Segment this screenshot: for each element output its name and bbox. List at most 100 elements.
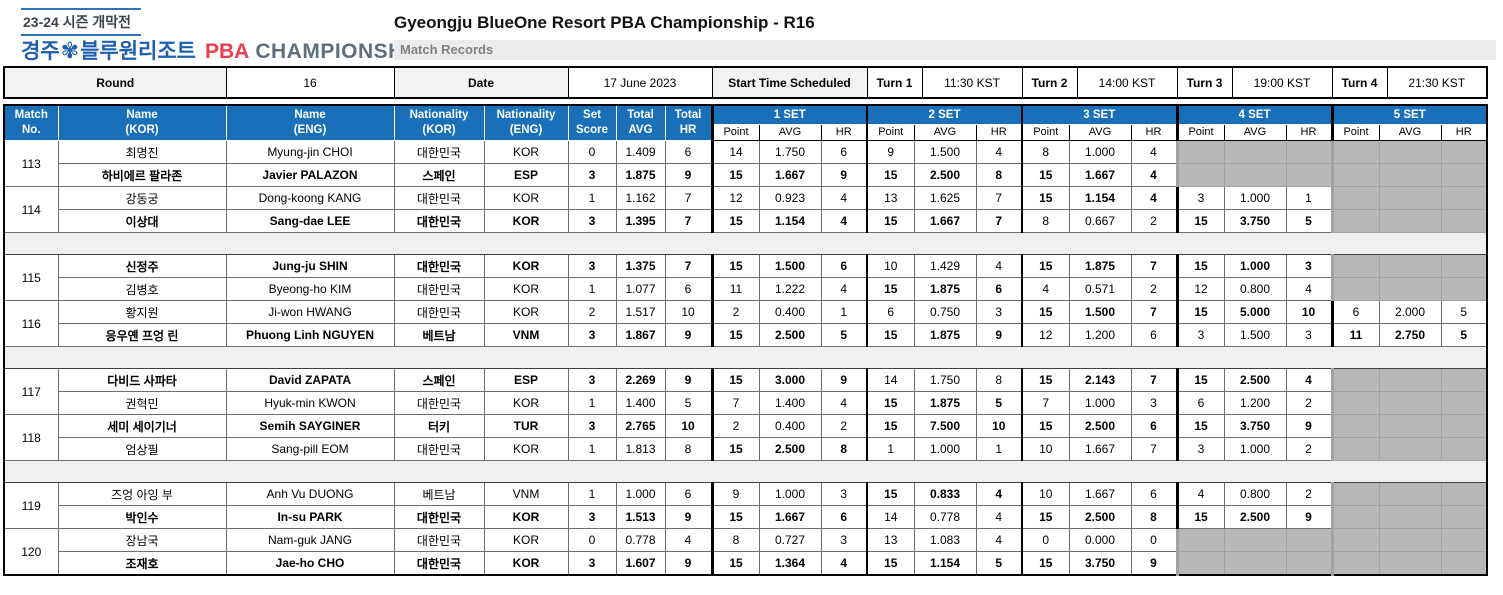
nat-kor-cell: 대한민국	[393, 391, 485, 415]
round-value-cell: 16	[225, 66, 395, 99]
match-113-player1-row: 113 최명진 Myung-jin CHOI 대한민국 KOR 0 1.409 6 14 1.75…	[3, 140, 1488, 187]
set2-point-cell: 10	[866, 254, 915, 278]
set3-avg-cell: 2.143	[1068, 368, 1132, 392]
match-no-cell: 117	[3, 368, 59, 415]
set5-avg-cell	[1378, 186, 1442, 210]
set5-avg-cell: 2.750	[1378, 323, 1442, 347]
set1-hr-cell: 4	[820, 209, 868, 233]
match-119-player1-row: 119 즈엉 아잉 부 Anh Vu DUONG 베트남 VNM 1 1.000 6 9 1.00…	[3, 482, 1488, 529]
name-eng-cell: Semih SAYGINER	[225, 414, 395, 438]
name-eng-cell: Sang-pill EOM	[225, 437, 395, 461]
set3-hr-cell: 4	[1130, 140, 1178, 164]
set2-hr-cell: 4	[975, 528, 1023, 552]
set1-hr-cell: 5	[820, 323, 868, 347]
set2-point-cell: 15	[866, 551, 915, 576]
logo-city: 경주	[21, 40, 60, 63]
set3-avg-cell: 2.500	[1068, 505, 1132, 529]
set1-point-cell: 15	[710, 368, 760, 392]
turn-1-label-cell: Turn 1	[866, 66, 923, 99]
set1-avg-cell: 1.154	[758, 209, 822, 233]
set2-hr-cell: 4	[975, 254, 1023, 278]
set5-point-cell	[1330, 254, 1380, 278]
set2-point-cell: 13	[866, 186, 915, 210]
total-avg-cell: 1.607	[615, 551, 666, 576]
set4-avg-cell: 3.750	[1223, 209, 1287, 233]
name-eng-cell: Dong-koong KANG	[225, 186, 395, 210]
nat-kor-cell: 터키	[393, 414, 485, 438]
set3-point-cell: 15	[1021, 163, 1070, 187]
subheader-set2-hr: HR	[975, 124, 1023, 141]
name-eng-cell: Phuong Linh NGUYEN	[225, 323, 395, 347]
set4-hr-cell: 1	[1285, 186, 1333, 210]
set1-avg-cell: 1.000	[758, 482, 822, 506]
set3-avg-cell: 1.875	[1068, 254, 1132, 278]
set3-hr-cell: 6	[1130, 414, 1178, 438]
set1-avg-cell: 0.727	[758, 528, 822, 552]
set2-point-cell: 15	[866, 209, 915, 233]
total-hr-cell: 9	[664, 163, 713, 187]
set5-avg-cell	[1378, 528, 1442, 552]
turn-1-time-cell: 11:30 KST	[921, 66, 1023, 99]
set1-point-cell: 15	[710, 505, 760, 529]
set5-hr-cell	[1440, 505, 1488, 529]
set1-avg-cell: 0.400	[758, 414, 822, 438]
set4-avg-cell: 2.500	[1223, 368, 1287, 392]
set1-avg-cell: 2.500	[758, 437, 822, 461]
subheader-set2-point: Point	[866, 124, 915, 141]
set1-hr-cell: 2	[820, 414, 868, 438]
col-header-set-score: Set Score	[567, 104, 617, 141]
separator-row	[3, 232, 1488, 255]
set2-avg-cell: 0.778	[913, 505, 977, 529]
col-header-nationality-eng: Nationality (ENG)	[483, 104, 569, 141]
set4-point-cell	[1175, 551, 1225, 576]
total-avg-cell: 1.875	[615, 163, 666, 187]
match-no-cell: 118	[3, 414, 59, 461]
match-114-player2-row: 이상대 Sang-dae LEE 대한민국 KOR 3 1.395 7 15 1.154 4 15 1…	[4, 209, 1488, 233]
set5-hr-cell: 5	[1440, 300, 1488, 324]
set2-avg-cell: 1.667	[913, 209, 977, 233]
col-header-line: HR	[679, 124, 697, 136]
name-eng-cell: Javier PALAZON	[225, 163, 395, 187]
set4-hr-cell: 10	[1285, 300, 1333, 324]
subheader-set1-point: Point	[710, 124, 760, 141]
set5-hr-cell	[1440, 551, 1488, 576]
set5-point-cell	[1330, 482, 1380, 506]
nat-kor-cell: 대한민국	[393, 528, 485, 552]
table-header-row-2: Point AVG HR Point AVG HR Point AVG HR Point AVG HR…	[4, 124, 1488, 141]
set4-hr-cell: 9	[1285, 414, 1333, 438]
match-records-table: Match No. Name (KOR) Name (ENG) National…	[3, 104, 1488, 576]
set4-point-cell	[1175, 528, 1225, 552]
set1-avg-cell: 1.667	[758, 163, 822, 187]
set5-hr-cell	[1440, 437, 1488, 461]
set1-point-cell: 14	[710, 140, 760, 164]
col-header-line: (KOR)	[125, 124, 159, 136]
match-117-player2-row: 권혁민 Hyuk-min KWON 대한민국 KOR 1 1.400 5 7 1.400 4 15 1…	[4, 391, 1488, 415]
blueone-flower-icon: ✾	[60, 38, 80, 63]
set4-point-cell: 12	[1175, 277, 1225, 301]
separator-row	[3, 346, 1488, 369]
set1-hr-cell: 4	[820, 391, 868, 415]
name-kor-cell: 박인수	[57, 505, 227, 529]
match-115-player2-row: 김병호 Byeong-ho KIM 대한민국 KOR 1 1.077 6 11 1.222 4 15…	[4, 277, 1488, 301]
set2-avg-cell: 1.154	[913, 551, 977, 576]
set4-hr-cell	[1285, 528, 1333, 552]
set2-hr-cell: 6	[975, 277, 1023, 301]
nat-kor-cell: 대한민국	[393, 277, 485, 301]
set1-hr-cell: 1	[820, 300, 868, 324]
match-119-player2-row: 박인수 In-su PARK 대한민국 KOR 3 1.513 9 15 1.667 6 14 0.7…	[4, 505, 1488, 529]
set4-hr-cell	[1285, 140, 1333, 164]
set2-hr-cell: 5	[975, 551, 1023, 576]
set3-hr-cell: 9	[1130, 551, 1178, 576]
set2-avg-cell: 1.875	[913, 391, 977, 415]
set5-hr-cell	[1440, 368, 1488, 392]
set3-avg-cell: 1.500	[1068, 300, 1132, 324]
set2-avg-cell: 1.000	[913, 437, 977, 461]
subheader-set3-hr: HR	[1130, 124, 1178, 141]
set-score-cell: 3	[567, 323, 617, 347]
set4-point-cell: 15	[1175, 300, 1225, 324]
col-header-line: Score	[576, 124, 608, 136]
set3-point-cell: 7	[1021, 391, 1070, 415]
set4-hr-cell	[1285, 551, 1333, 576]
set5-avg-cell	[1378, 277, 1442, 301]
set3-point-cell: 10	[1021, 437, 1070, 461]
